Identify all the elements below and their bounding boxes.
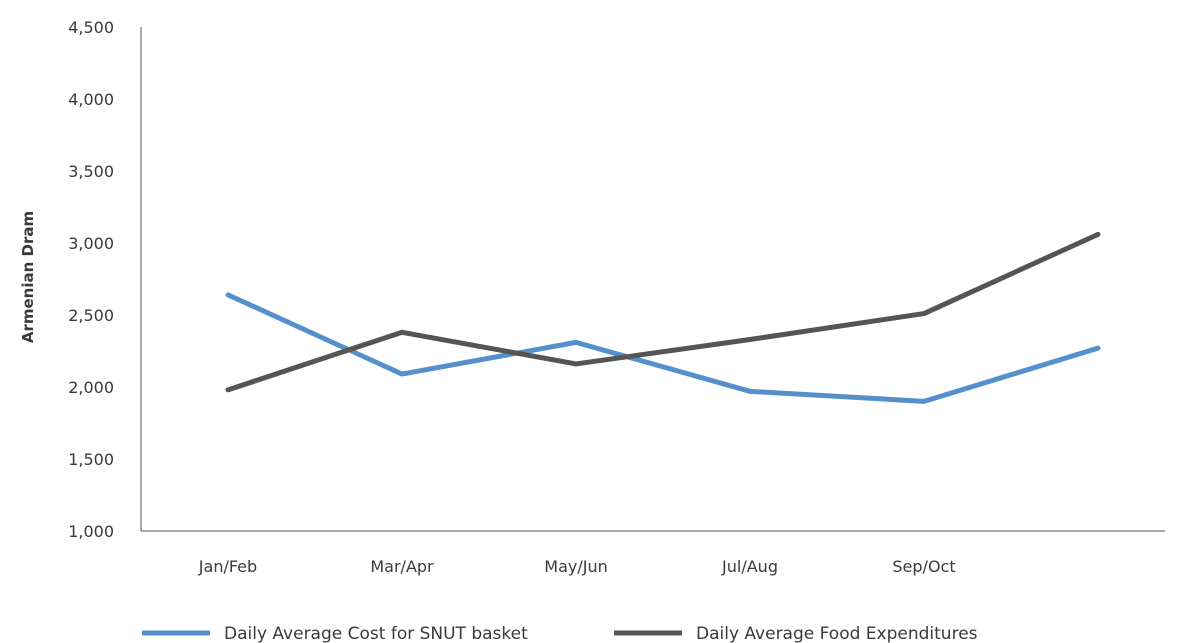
y-tick-label: 3,500 [68, 162, 114, 181]
series-line-2 [227, 232, 1100, 393]
x-axis-ticks: Jan/Feb Mar/Apr May/Jun Jul/Aug Sep/Oct [198, 557, 956, 576]
y-tick-label: 3,000 [68, 234, 114, 253]
series-2-point [1095, 231, 1101, 237]
x-tick-label: Mar/Apr [370, 557, 434, 576]
series-1-point [921, 398, 927, 404]
series-2-point [573, 361, 579, 367]
y-tick-label: 1,500 [68, 450, 114, 469]
series-group [225, 231, 1101, 404]
x-tick-label: Sep/Oct [892, 557, 955, 576]
series-2-point [399, 329, 405, 335]
series-1-point [399, 371, 405, 377]
series-2-point [921, 311, 927, 317]
x-tick-label: Jan/Feb [198, 557, 257, 576]
y-tick-label: 4,000 [68, 90, 114, 109]
legend: Daily Average Cost for SNUT basket Daily … [142, 624, 978, 643]
x-tick-label: May/Jun [544, 557, 607, 576]
series-1-point [573, 339, 579, 345]
series-2-point [747, 336, 753, 342]
y-tick-label: 4,500 [68, 18, 114, 37]
series-2-point [225, 387, 231, 393]
series-1-point [1095, 345, 1101, 351]
series-line-1 [226, 292, 1099, 404]
x-tick-label: Jul/Aug [721, 557, 778, 576]
y-axis-ticks: 1,000 1,500 2,000 2,500 3,000 3,500 4,000 4,500 [68, 18, 114, 541]
y-tick-label: 1,000 [68, 522, 114, 541]
legend-label-2: Daily Average Food Expenditures [696, 624, 978, 643]
y-tick-label: 2,500 [68, 306, 114, 325]
legend-label-1: Daily Average Cost for SNUT basket [224, 624, 528, 643]
series-1-point [225, 292, 231, 298]
y-tick-label: 2,000 [68, 378, 114, 397]
series-1-point [747, 388, 753, 394]
y-axis-title: Armenian Dram [19, 211, 37, 343]
